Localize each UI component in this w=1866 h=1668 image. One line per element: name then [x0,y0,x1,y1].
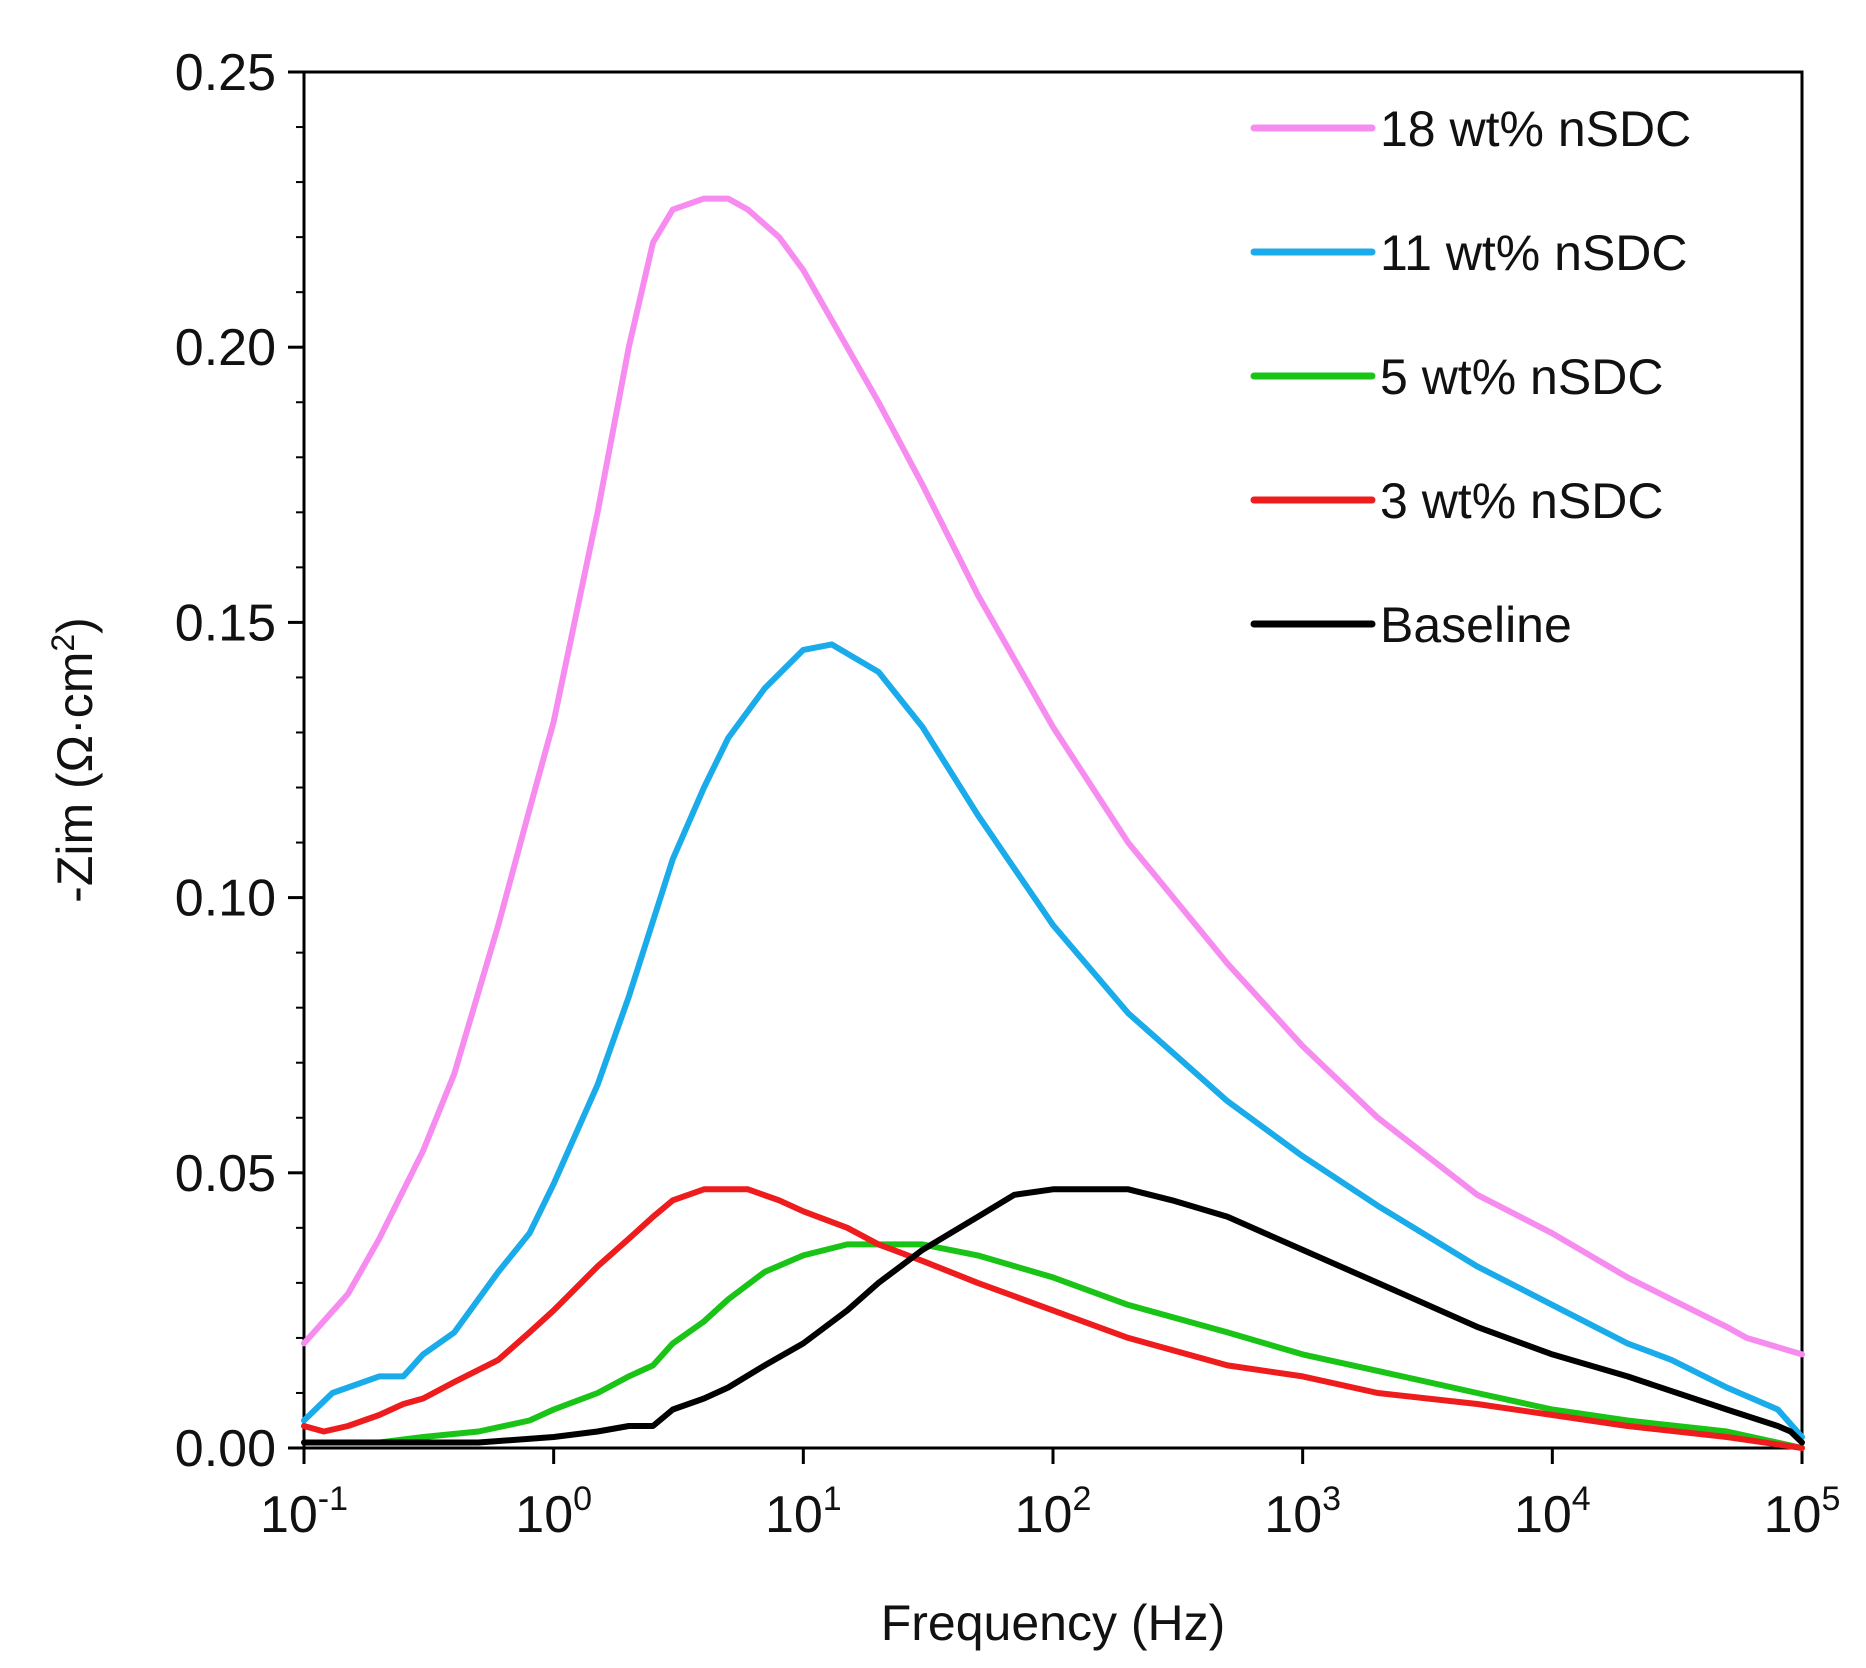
x-tick-label: 100 [515,1480,592,1544]
y-tick-label: 0.25 [175,44,276,102]
y-axis-title: -Zim (Ω·cm2) [45,617,103,903]
y-tick-label: 0.10 [175,870,276,928]
y-axis-title-text: -Zim (Ω·cm [47,652,103,903]
x-tick-label: 102 [1015,1480,1092,1544]
legend-label-3-wt-nsdc: 3 wt% nSDC [1380,473,1663,529]
y-tick-label: 0.05 [175,1145,276,1203]
y-axis: 0.00 0.05 0.10 0.15 0.20 0.25 [175,44,304,1478]
x-tick-base: 10 [1514,1486,1572,1544]
x-tick-exponent: 5 [1821,1480,1840,1518]
y-tick-label: 0.20 [175,319,276,377]
x-tick-exponent: 0 [573,1480,592,1518]
x-tick-label: 104 [1514,1480,1591,1544]
legend-label-11-wt-nsdc: 11 wt% nSDC [1380,225,1688,281]
legend-label-baseline: Baseline [1380,597,1572,653]
y-axis-title-close: ) [47,617,103,634]
x-tick-label: 105 [1764,1480,1841,1544]
series-line-5-wt-nsdc [301,1241,1805,1451]
series-layer [301,195,1805,1451]
x-tick-base: 10 [260,1486,318,1544]
series-line-11-wt-nsdc [301,641,1805,1440]
y-axis-title-superscript: 2 [45,634,81,652]
x-tick-exponent: 3 [1322,1480,1341,1518]
series-line-3-wt-nsdc [301,1186,1805,1451]
y-tick-label: 0.00 [175,1420,276,1478]
x-tick-base: 10 [515,1486,573,1544]
x-tick-exponent: 1 [823,1480,842,1518]
legend-label-5-wt-nsdc: 5 wt% nSDC [1380,349,1663,405]
x-tick-exponent: 2 [1072,1480,1091,1518]
x-axis: 10-1 100 101 102 103 104 105 [260,1448,1840,1544]
x-tick-label: 10-1 [260,1480,348,1544]
legend-label-18-wt-nsdc: 18 wt% nSDC [1380,101,1691,157]
x-tick-label: 103 [1264,1480,1341,1544]
series-line-18-wt-nsdc [301,195,1805,1358]
legend: 18 wt% nSDC 11 wt% nSDC 5 wt% nSDC 3 wt% nS… [1250,101,1691,653]
x-tick-base: 10 [1015,1486,1073,1544]
x-axis-title: Frequency (Hz) [881,1595,1226,1651]
y-tick-label: 0.15 [175,594,276,652]
x-tick-base: 10 [1264,1486,1322,1544]
x-tick-base: 10 [1764,1486,1822,1544]
x-tick-base: 10 [765,1486,823,1544]
x-tick-label: 101 [765,1480,842,1544]
x-tick-exponent: -1 [318,1480,348,1518]
x-tick-exponent: 4 [1572,1480,1591,1518]
series-line-baseline [301,1186,1805,1446]
